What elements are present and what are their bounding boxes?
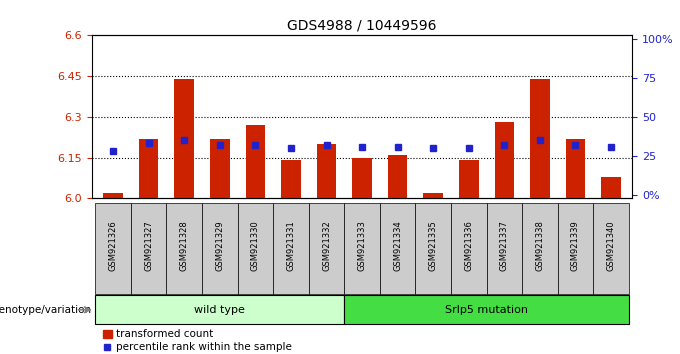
FancyBboxPatch shape — [202, 203, 237, 294]
FancyBboxPatch shape — [273, 203, 309, 294]
Bar — [601, 177, 621, 198]
FancyBboxPatch shape — [593, 203, 629, 294]
Text: GSM921326: GSM921326 — [109, 221, 118, 272]
FancyBboxPatch shape — [167, 203, 202, 294]
Text: transformed count: transformed count — [116, 329, 214, 339]
FancyBboxPatch shape — [344, 295, 629, 324]
Text: GSM921333: GSM921333 — [358, 221, 367, 272]
Bar — [282, 160, 301, 198]
FancyBboxPatch shape — [309, 203, 344, 294]
Text: GSM921339: GSM921339 — [571, 221, 580, 272]
Title: GDS4988 / 10449596: GDS4988 / 10449596 — [288, 19, 437, 33]
Bar — [175, 79, 194, 198]
Text: GSM921340: GSM921340 — [607, 221, 615, 272]
FancyBboxPatch shape — [451, 203, 487, 294]
Text: wild type: wild type — [194, 305, 245, 315]
Text: GSM921330: GSM921330 — [251, 221, 260, 272]
Text: genotype/variation: genotype/variation — [0, 305, 91, 315]
Text: GSM921329: GSM921329 — [216, 221, 224, 272]
FancyBboxPatch shape — [344, 203, 380, 294]
Bar — [494, 122, 514, 198]
FancyBboxPatch shape — [522, 203, 558, 294]
Bar — [530, 79, 549, 198]
FancyBboxPatch shape — [487, 203, 522, 294]
Text: GSM921337: GSM921337 — [500, 221, 509, 272]
Text: percentile rank within the sample: percentile rank within the sample — [116, 342, 292, 352]
Bar — [566, 138, 585, 198]
Bar — [459, 160, 479, 198]
FancyBboxPatch shape — [95, 295, 344, 324]
FancyBboxPatch shape — [380, 203, 415, 294]
Text: GSM921338: GSM921338 — [535, 221, 545, 272]
Bar — [210, 138, 230, 198]
FancyBboxPatch shape — [415, 203, 451, 294]
FancyBboxPatch shape — [558, 203, 593, 294]
Text: GSM921334: GSM921334 — [393, 221, 402, 272]
Bar — [424, 193, 443, 198]
FancyBboxPatch shape — [237, 203, 273, 294]
Text: GSM921335: GSM921335 — [428, 221, 438, 272]
Bar — [388, 155, 407, 198]
Bar — [139, 138, 158, 198]
Bar — [103, 193, 123, 198]
FancyBboxPatch shape — [95, 203, 131, 294]
Bar — [352, 158, 372, 198]
Text: GSM921328: GSM921328 — [180, 221, 189, 272]
Text: GSM921336: GSM921336 — [464, 221, 473, 272]
Bar — [317, 144, 337, 198]
Bar — [245, 125, 265, 198]
Text: Srlp5 mutation: Srlp5 mutation — [445, 305, 528, 315]
Text: GSM921327: GSM921327 — [144, 221, 153, 272]
Text: GSM921332: GSM921332 — [322, 221, 331, 272]
Bar — [103, 330, 112, 338]
Text: GSM921331: GSM921331 — [286, 221, 296, 272]
FancyBboxPatch shape — [131, 203, 167, 294]
